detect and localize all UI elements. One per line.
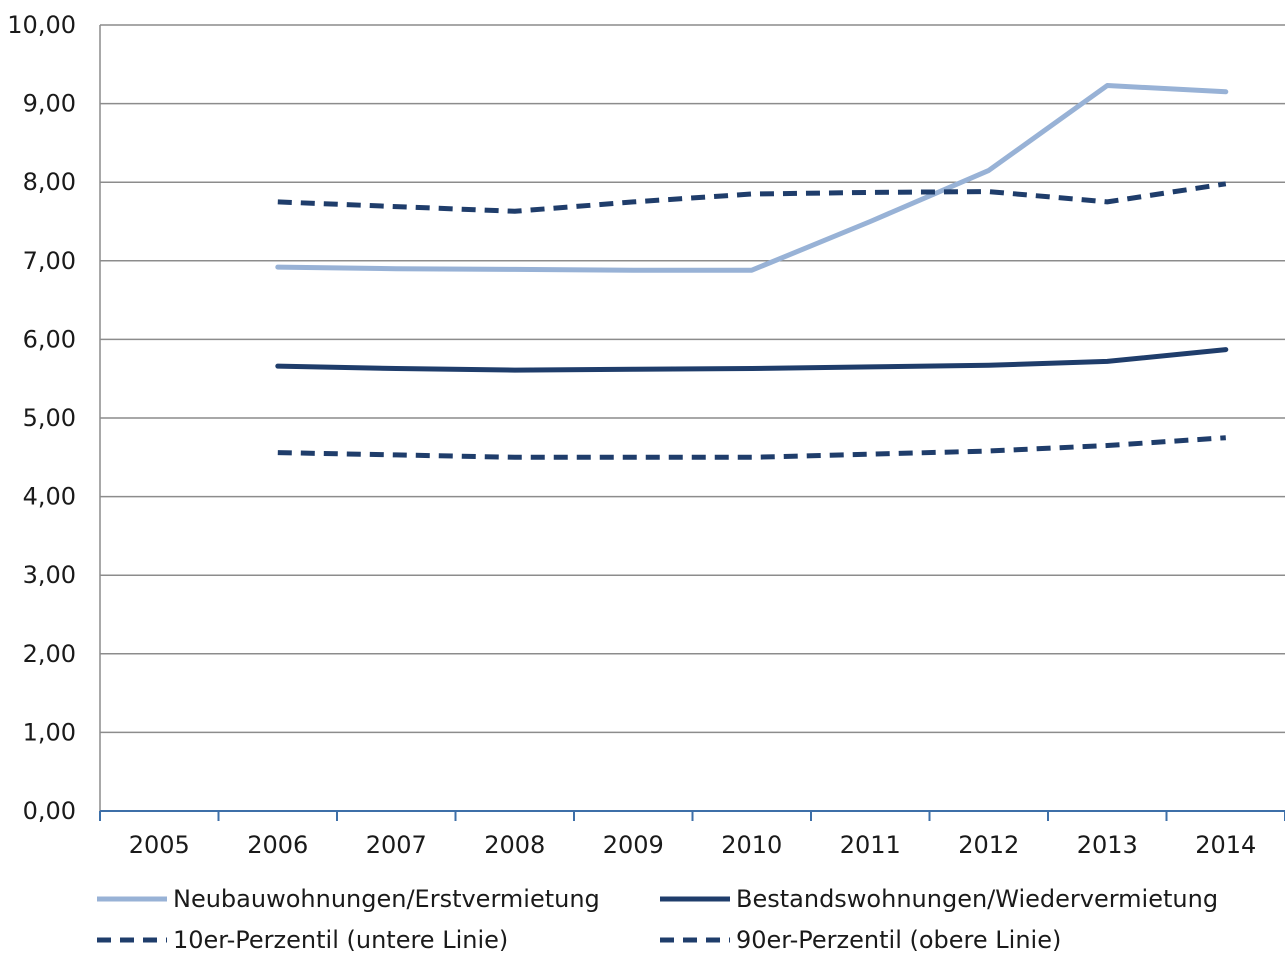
series-line-2 bbox=[275, 347, 1229, 373]
y-tick-label: 8,00 bbox=[23, 168, 76, 196]
y-tick-label: 6,00 bbox=[23, 325, 76, 353]
x-tick-label: 2005 bbox=[129, 831, 190, 859]
x-tick-label: 2013 bbox=[1077, 831, 1138, 859]
x-tick-label: 2012 bbox=[958, 831, 1019, 859]
legend-label: 10er-Perzentil (untere Linie) bbox=[173, 926, 508, 954]
x-tick-label: 2011 bbox=[840, 831, 901, 859]
series-line-1 bbox=[275, 83, 1229, 273]
x-tick-label: 2014 bbox=[1195, 831, 1256, 859]
y-tick-label: 0,00 bbox=[23, 797, 76, 825]
series-line-3 bbox=[277, 435, 1226, 460]
series-lines bbox=[275, 83, 1229, 460]
gridlines bbox=[100, 24, 1285, 734]
x-tick-label: 2006 bbox=[247, 831, 308, 859]
series-line-4 bbox=[277, 181, 1227, 214]
y-tick-label: 10,00 bbox=[7, 11, 76, 39]
x-tick-label: 2010 bbox=[721, 831, 782, 859]
legend-label: Neubauwohnungen/Erstvermietung bbox=[173, 885, 600, 913]
y-tick-label: 2,00 bbox=[23, 640, 76, 668]
x-tick-label: 2009 bbox=[603, 831, 664, 859]
y-tick-label: 5,00 bbox=[23, 404, 76, 432]
legend-label: 90er-Perzentil (obere Linie) bbox=[736, 926, 1061, 954]
y-tick-label: 9,00 bbox=[23, 90, 76, 118]
y-tick-label: 1,00 bbox=[23, 718, 76, 746]
legend: Neubauwohnungen/Erstvermietung Bestandswo… bbox=[97, 885, 1218, 954]
y-tick-label: 3,00 bbox=[23, 561, 76, 589]
x-tick-label: 2007 bbox=[366, 831, 427, 859]
x-tick-label: 2008 bbox=[484, 831, 545, 859]
legend-label: Bestandswohnungen/Wiedervermietung bbox=[736, 885, 1218, 913]
axes: 0,00 1,00 2,00 3,00 4,00 5,00 6,00 7,00 8,00 9,00… bbox=[7, 11, 1285, 859]
y-tick-label: 7,00 bbox=[23, 247, 76, 275]
y-tick-label: 4,00 bbox=[23, 483, 76, 511]
